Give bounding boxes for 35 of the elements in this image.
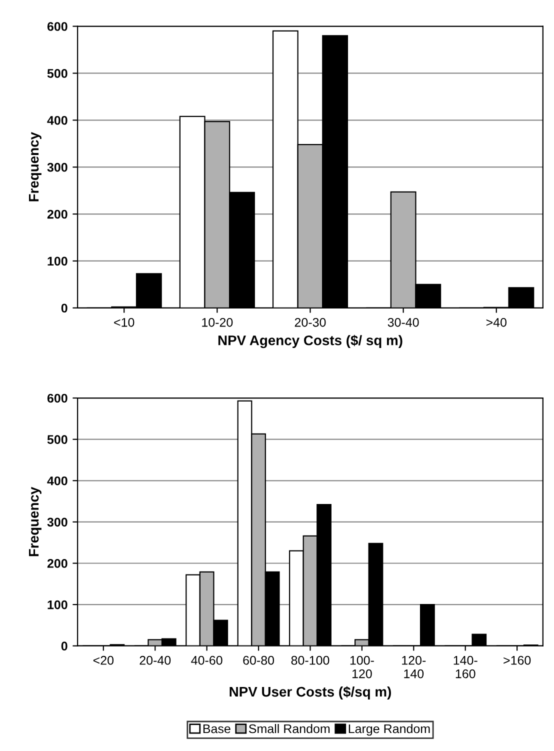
- y-tick-label: 500: [47, 435, 68, 444]
- y-tick-label: 200: [47, 559, 68, 568]
- y-tick-label: 300: [47, 518, 68, 527]
- x-tick-label: 140- 160: [454, 656, 478, 678]
- legend-label: Base: [203, 724, 230, 734]
- x-tick-label: 120- 140: [402, 656, 426, 678]
- x-tick-label: <20: [93, 656, 114, 665]
- y-tick-label: 400: [47, 116, 68, 125]
- legend-label: Large Random: [348, 724, 430, 736]
- y-tick-label: 600: [47, 22, 68, 31]
- y-axis-title: Frequency: [28, 486, 42, 556]
- y-tick-label: 100: [48, 600, 68, 610]
- y-tick-label: 200: [47, 210, 68, 219]
- x-tick-label: >40: [486, 318, 506, 327]
- x-tick-label: >160: [504, 656, 531, 665]
- x-tick-label: 100- 120: [350, 656, 374, 678]
- y-tick-label: 500: [47, 69, 68, 78]
- y-tick-label: 0: [61, 304, 68, 313]
- y-tick-label: 100: [48, 256, 68, 266]
- x-tick-label: 30-40: [388, 318, 419, 327]
- legend-label: Small Random: [248, 724, 330, 734]
- y-tick-label: 300: [47, 162, 68, 172]
- x-tick-label: 40-60: [191, 656, 222, 665]
- y-tick-label: 0: [61, 642, 68, 651]
- x-tick-label: 10-20: [202, 318, 233, 327]
- x-tick-label: <10: [114, 318, 134, 327]
- x-axis-title: NPV Agency Costs ($/ sq m): [218, 334, 402, 348]
- x-tick-label: 20-40: [140, 656, 171, 665]
- x-axis-title: NPV User Costs ($/sq m): [230, 686, 391, 700]
- y-axis-title: Frequency: [28, 132, 42, 202]
- x-tick-label: 20-30: [294, 318, 326, 327]
- y-tick-label: 600: [47, 394, 68, 403]
- x-tick-label: 80-100: [291, 656, 330, 665]
- x-tick-label: 60-80: [243, 656, 274, 665]
- y-tick-label: 400: [47, 476, 68, 486]
